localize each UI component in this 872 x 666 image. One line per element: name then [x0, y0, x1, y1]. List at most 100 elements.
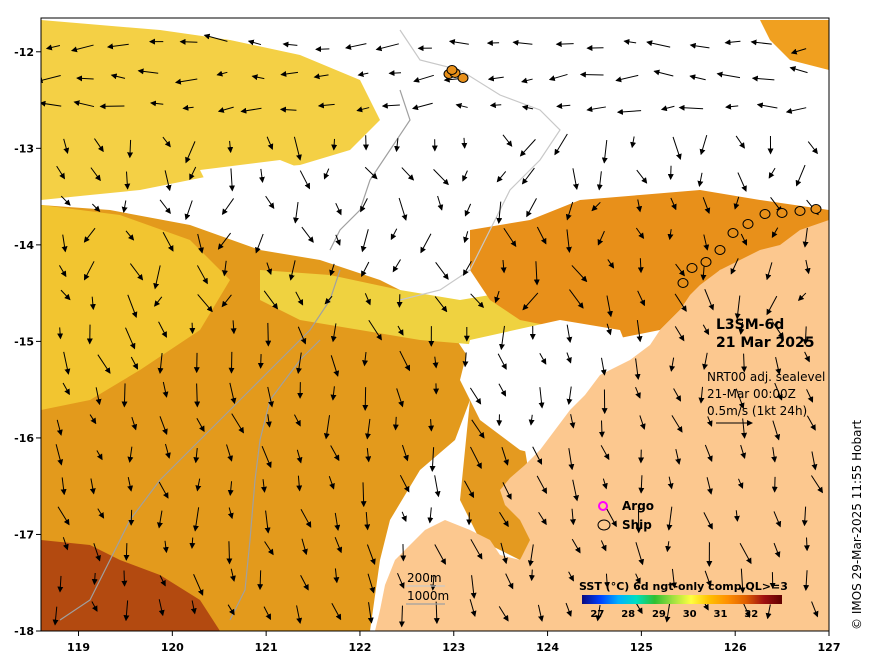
current-vector [121, 570, 128, 587]
current-vector [704, 570, 712, 587]
current-vector [265, 195, 275, 210]
current-vector [606, 295, 613, 318]
current-vector [296, 475, 303, 492]
current-vector [795, 164, 806, 187]
current-vector [571, 265, 588, 283]
current-vector [164, 443, 171, 459]
current-vector [266, 262, 273, 276]
current-vector [597, 230, 605, 246]
current-vector [63, 351, 71, 375]
current-vector [702, 352, 708, 371]
current-vector [623, 38, 637, 45]
x-tick-label: 123 [442, 641, 465, 654]
current-vector [360, 229, 369, 253]
current-vector [639, 415, 646, 430]
current-vector [768, 167, 776, 179]
current-vector [45, 44, 61, 51]
current-vector [469, 599, 477, 617]
current-vector [537, 604, 544, 622]
current-vector [221, 294, 232, 308]
current-vector [771, 227, 779, 239]
current-vector [538, 511, 547, 526]
plot-area [41, 18, 829, 631]
current-vector [735, 135, 745, 149]
current-vector [738, 321, 745, 335]
current-vector [189, 166, 197, 181]
current-vector [231, 413, 244, 434]
current-vector [671, 415, 683, 433]
ship-observation-marker [686, 263, 698, 273]
current-vector [296, 449, 303, 464]
current-vector [368, 319, 382, 341]
ship-observation-marker [794, 206, 806, 216]
current-vector [323, 415, 331, 440]
current-vector [60, 289, 71, 301]
current-vector [733, 196, 740, 210]
current-vector [331, 603, 342, 621]
x-tick-label: 122 [348, 641, 371, 654]
current-vector [433, 169, 449, 186]
current-vector [555, 41, 574, 48]
current-vector [806, 389, 814, 403]
contour-1000m-label: 1000m [407, 589, 449, 603]
ship-observation-marker [776, 208, 788, 218]
current-vector [366, 544, 376, 565]
current-vector [591, 201, 601, 212]
current-vector [266, 136, 274, 151]
current-vector [267, 386, 274, 408]
current-vector [638, 475, 645, 494]
current-vector [158, 481, 169, 499]
current-vector [323, 168, 330, 180]
current-vector [433, 601, 440, 625]
current-vector [635, 573, 641, 585]
current-vector [398, 197, 408, 221]
current-vector [217, 232, 232, 250]
current-vector [532, 446, 543, 465]
current-vector [601, 139, 608, 164]
axis-ticks: 119 120 121 122 123 124 125 126 127 -12 -13 -14 -15 -… [14, 46, 840, 654]
current-vector [568, 571, 574, 582]
current-vector [470, 539, 483, 560]
current-vector [121, 200, 128, 213]
ship-observation-marker [742, 219, 754, 229]
current-vector [182, 104, 194, 111]
current-vector [538, 387, 545, 409]
x-tick-label: 127 [818, 641, 841, 654]
current-vector [356, 106, 370, 113]
current-vector [572, 168, 579, 191]
current-vector [556, 103, 571, 109]
current-vector [536, 475, 547, 495]
current-vector [704, 444, 713, 463]
current-vector [804, 259, 811, 275]
current-vector [121, 383, 128, 408]
current-vector [750, 39, 772, 46]
current-vector [566, 324, 573, 344]
current-vector [313, 73, 329, 80]
sst-patch-central-yellow [260, 270, 560, 345]
current-vector [434, 544, 446, 565]
current-vector [789, 66, 808, 74]
current-vector [293, 136, 302, 161]
x-tick-label: 120 [161, 641, 184, 654]
current-vector [740, 444, 747, 459]
current-vector [775, 357, 782, 375]
current-vector [595, 604, 602, 622]
current-vector [740, 233, 748, 246]
current-vector [196, 265, 208, 285]
current-vector [635, 386, 641, 399]
current-vector [734, 295, 741, 320]
current-vector [221, 198, 235, 216]
current-vector [301, 226, 314, 243]
current-vector [230, 568, 236, 582]
current-vector [399, 474, 410, 493]
current-vector [91, 203, 101, 213]
current-vector [335, 234, 341, 246]
current-vector [600, 540, 607, 552]
current-vector [159, 199, 171, 215]
current-vector [324, 295, 333, 305]
sst-patch-northeast-orange [760, 20, 829, 70]
current-vector [330, 323, 337, 343]
current-vector [502, 134, 513, 147]
current-vector [130, 356, 138, 370]
current-vector [296, 605, 303, 625]
